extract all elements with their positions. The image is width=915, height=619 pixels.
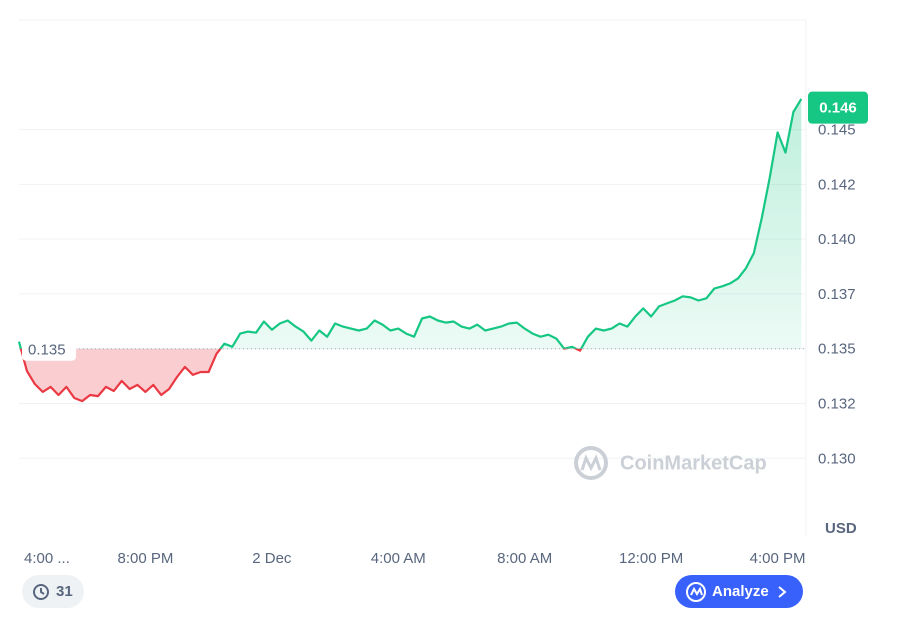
- x-tick-label: 2 Dec: [252, 550, 292, 567]
- reference-label-box: [22, 336, 76, 361]
- area-below: [20, 348, 582, 402]
- x-tick-label: 4:00 ...: [24, 550, 70, 567]
- y-tick-label: 0.135: [818, 341, 856, 358]
- watermark-logo: [574, 446, 608, 480]
- x-tick-label: 12:00 PM: [619, 550, 683, 567]
- y-tick-label: 0.142: [818, 176, 856, 193]
- x-tick-label: 4:00 AM: [371, 550, 426, 567]
- history-count: 31: [56, 583, 73, 600]
- area-above: [19, 98, 802, 349]
- x-tick-label: 4:00 PM: [750, 550, 806, 567]
- x-tick-label: 8:00 PM: [117, 550, 173, 567]
- watermark-text: CoinMarketCap: [620, 452, 767, 474]
- history-icon: [33, 583, 49, 600]
- chevron: [778, 585, 787, 598]
- y-tick-label: 0.137: [818, 286, 856, 303]
- x-tick-label: 8:00 AM: [497, 550, 552, 567]
- analyze-label: Analyze: [712, 583, 769, 600]
- watermark-logo: [580, 454, 602, 472]
- watermark: CoinMarketCap: [574, 446, 767, 480]
- analyze-icon: [686, 581, 706, 602]
- history-button[interactable]: 31: [22, 575, 84, 608]
- price-badge-label: 0.146: [819, 100, 857, 117]
- reference-label: 0.135: [28, 342, 66, 359]
- price-line: [19, 348, 583, 403]
- analyze-button[interactable]: Analyze: [675, 575, 803, 608]
- y-tick-label: 0.145: [818, 122, 856, 139]
- y-tick-label: 0.132: [818, 395, 856, 412]
- y-tick-label: 0.130: [818, 450, 856, 467]
- price-line: [17, 98, 803, 349]
- y-tick-label: 0.140: [818, 231, 856, 248]
- currency-label: USD: [825, 520, 857, 537]
- price-badge: [808, 91, 868, 124]
